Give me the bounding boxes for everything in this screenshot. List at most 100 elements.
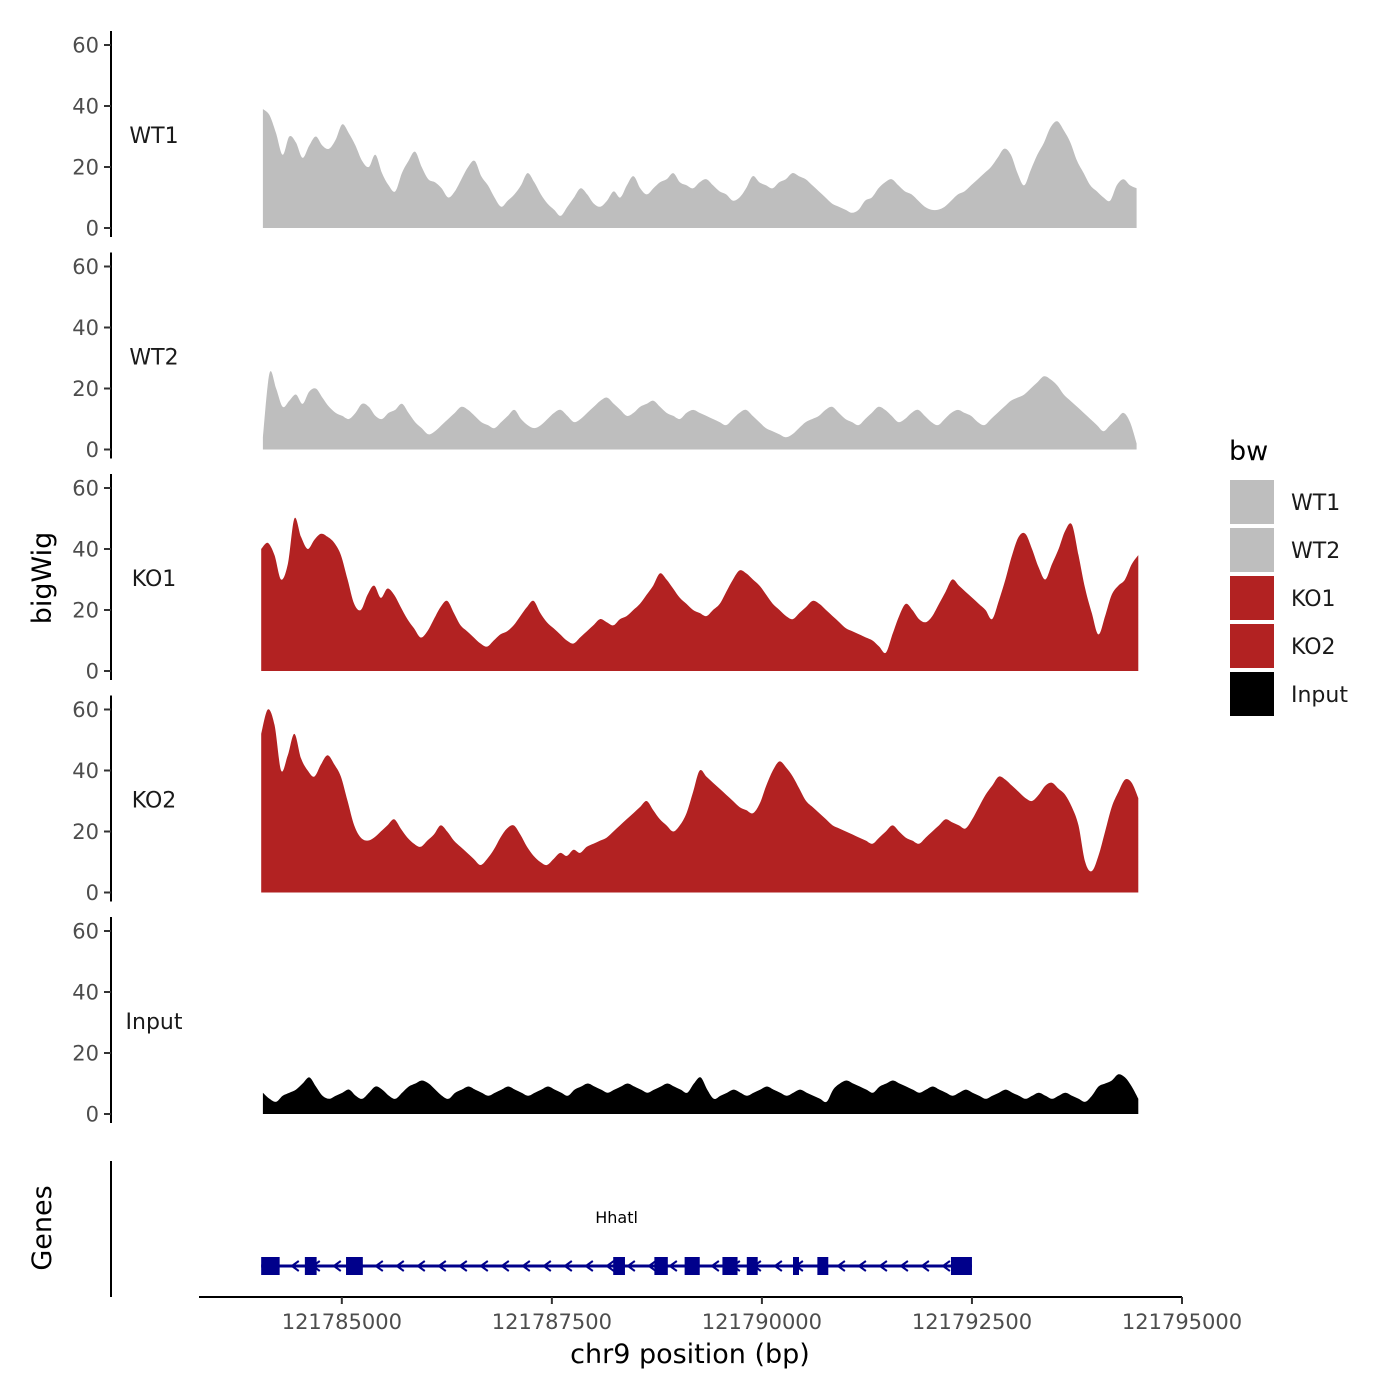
strand-arrow bbox=[920, 1260, 930, 1272]
y-tick-label: 20 bbox=[72, 377, 99, 401]
exon-block bbox=[746, 1257, 758, 1275]
track-wt2: 0 20 40 60 WT2 bbox=[72, 252, 1137, 462]
legend-swatch bbox=[1230, 576, 1274, 620]
x-axis: 121785000 121787500 121790000 121792500 1217… bbox=[199, 1296, 1242, 1334]
strand-arrow bbox=[836, 1260, 846, 1272]
y-tick-label: 40 bbox=[72, 759, 99, 783]
track-label: KO1 bbox=[132, 567, 177, 592]
exon-block bbox=[613, 1257, 625, 1275]
track-ko2: 0 20 40 60 KO2 bbox=[72, 695, 1139, 905]
exon-block bbox=[654, 1257, 668, 1275]
legend-entry-ko1: KO1 bbox=[1230, 576, 1336, 620]
strand-arrow bbox=[563, 1260, 573, 1272]
genes-axis-title: Genes bbox=[27, 1185, 58, 1270]
legend-entry-ko2: KO2 bbox=[1230, 624, 1336, 668]
gene-label: Hhatl bbox=[595, 1208, 638, 1227]
strand-arrow bbox=[542, 1260, 552, 1272]
y-tick-label: 20 bbox=[72, 1042, 99, 1066]
y-tick-label: 20 bbox=[72, 156, 99, 180]
legend-swatch bbox=[1230, 528, 1274, 572]
track-label: KO2 bbox=[132, 789, 177, 814]
exon-block bbox=[817, 1257, 829, 1275]
legend-title: bw bbox=[1229, 436, 1268, 467]
exon-block bbox=[346, 1257, 363, 1275]
exon-block bbox=[722, 1257, 738, 1275]
strand-arrow bbox=[584, 1260, 594, 1272]
strand-arrow bbox=[710, 1260, 720, 1272]
strand-arrow bbox=[941, 1260, 951, 1272]
legend-label: Input bbox=[1291, 683, 1348, 708]
strand-arrow bbox=[521, 1260, 531, 1272]
x-axis-title: chr9 position (bp) bbox=[570, 1339, 810, 1370]
y-tick-label: 20 bbox=[72, 820, 99, 844]
y-tick-label: 0 bbox=[86, 660, 99, 684]
strand-arrow bbox=[626, 1260, 636, 1272]
strand-arrow bbox=[374, 1260, 384, 1272]
strand-arrow bbox=[668, 1260, 678, 1272]
exon-block bbox=[304, 1257, 317, 1275]
track-panels: 0 20 40 60 WT1 0 20 40 60 WT2 0 20 40 60 KO1 0 20 40 60 KO2… bbox=[72, 31, 1139, 1127]
y-tick-label: 0 bbox=[86, 438, 99, 462]
legend-entry-input: Input bbox=[1230, 672, 1348, 716]
track-input: 0 20 40 60 Input bbox=[72, 917, 1139, 1127]
exon-block bbox=[793, 1257, 800, 1275]
x-tick-label: 121795000 bbox=[1122, 1310, 1242, 1334]
coverage-area-ko2 bbox=[261, 709, 1139, 893]
y-tick-label: 0 bbox=[86, 217, 99, 241]
strand-arrow bbox=[479, 1260, 489, 1272]
coverage-area-wt2 bbox=[262, 371, 1137, 450]
y-tick-label: 60 bbox=[72, 255, 99, 279]
legend-label: KO2 bbox=[1291, 635, 1336, 660]
strand-arrow bbox=[605, 1260, 615, 1272]
coverage-area-input bbox=[262, 1074, 1139, 1114]
legend-swatch bbox=[1230, 672, 1274, 716]
strand-arrow bbox=[773, 1260, 783, 1272]
exon-block bbox=[261, 1257, 280, 1275]
strand-arrow bbox=[332, 1260, 342, 1272]
track-label: WT2 bbox=[129, 346, 178, 371]
x-tick-label: 121792500 bbox=[912, 1310, 1032, 1334]
x-tick-label: 121790000 bbox=[702, 1310, 822, 1334]
y-tick-label: 60 bbox=[72, 34, 99, 58]
legend-swatch bbox=[1230, 624, 1274, 668]
genes-panel: Hhatl bbox=[110, 1161, 972, 1297]
strand-arrow bbox=[416, 1260, 426, 1272]
y-tick-label: 40 bbox=[72, 95, 99, 119]
legend-label: WT1 bbox=[1291, 491, 1340, 516]
track-label: Input bbox=[126, 1010, 183, 1035]
legend-label: WT2 bbox=[1291, 539, 1340, 564]
strand-arrow bbox=[647, 1260, 657, 1272]
y-tick-label: 40 bbox=[72, 316, 99, 340]
track-ko1: 0 20 40 60 KO1 bbox=[72, 474, 1139, 684]
x-tick-label: 121787500 bbox=[492, 1310, 612, 1334]
strand-arrow bbox=[899, 1260, 909, 1272]
y-axis-title: bigWig bbox=[27, 532, 58, 625]
x-tick-label: 121785000 bbox=[282, 1310, 402, 1334]
strand-arrow bbox=[437, 1260, 447, 1272]
exon-block bbox=[950, 1257, 972, 1275]
y-tick-label: 60 bbox=[72, 920, 99, 944]
legend-swatch bbox=[1230, 480, 1274, 524]
gene-model bbox=[261, 1257, 972, 1275]
strand-arrow bbox=[395, 1260, 405, 1272]
y-tick-label: 40 bbox=[72, 981, 99, 1005]
coverage-area-wt1 bbox=[262, 109, 1137, 228]
legend-entry-wt1: WT1 bbox=[1230, 480, 1340, 524]
strand-arrow bbox=[290, 1260, 300, 1272]
legend-label: KO1 bbox=[1291, 587, 1336, 612]
strand-arrow bbox=[458, 1260, 468, 1272]
legend: bw WT1 WT2 KO1 KO2 Input bbox=[1229, 436, 1348, 716]
track-wt1: 0 20 40 60 WT1 bbox=[72, 31, 1137, 241]
exon-block bbox=[684, 1257, 700, 1275]
legend-entry-wt2: WT2 bbox=[1230, 528, 1340, 572]
y-tick-label: 0 bbox=[86, 1103, 99, 1127]
y-tick-label: 20 bbox=[72, 599, 99, 623]
track-label: WT1 bbox=[129, 124, 178, 149]
coverage-area-ko1 bbox=[261, 517, 1139, 671]
strand-arrow bbox=[857, 1260, 867, 1272]
y-tick-label: 60 bbox=[72, 477, 99, 501]
strand-arrow bbox=[500, 1260, 510, 1272]
strand-arrow bbox=[878, 1260, 888, 1272]
y-tick-label: 0 bbox=[86, 881, 99, 905]
